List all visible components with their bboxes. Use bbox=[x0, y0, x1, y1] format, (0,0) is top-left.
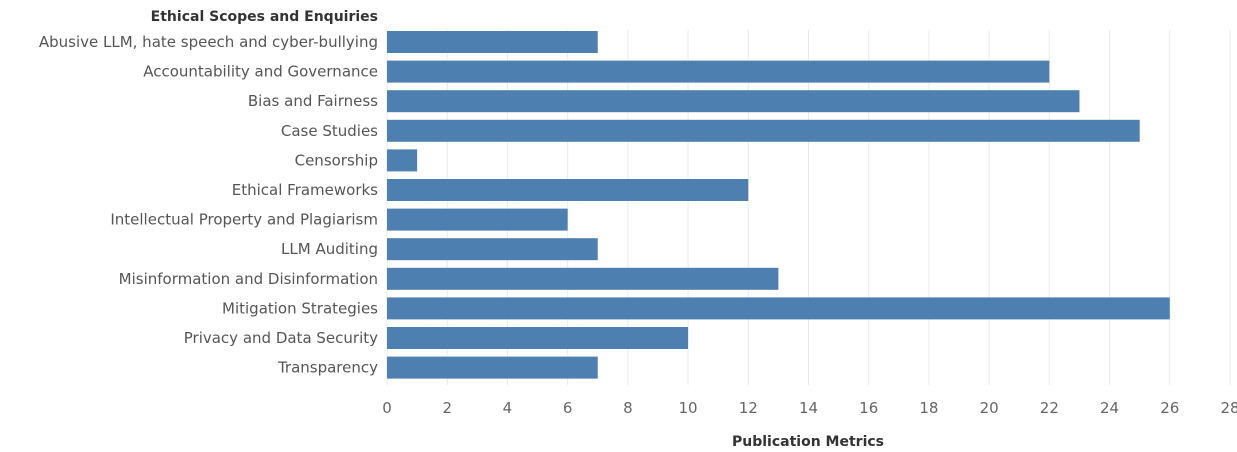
bar bbox=[387, 238, 598, 261]
bar bbox=[387, 179, 749, 201]
category-label: LLM Auditing bbox=[281, 240, 378, 258]
category-labels: Abusive LLM, hate speech and cyber-bully… bbox=[39, 33, 378, 377]
x-tick-label: 4 bbox=[503, 399, 513, 417]
category-label: Ethical Frameworks bbox=[232, 181, 378, 199]
bar bbox=[387, 60, 1050, 83]
bar bbox=[387, 90, 1080, 113]
category-label: Privacy and Data Security bbox=[184, 329, 378, 347]
bar bbox=[387, 297, 1170, 320]
x-tick-label: 16 bbox=[859, 399, 878, 417]
bar bbox=[387, 31, 598, 53]
x-tick-labels: 0 2 4 6 8 10 12 14 16 18 20 22 24 26 28 bbox=[382, 399, 1237, 417]
x-tick-label: 12 bbox=[739, 399, 758, 417]
x-tick-label: 28 bbox=[1220, 399, 1237, 417]
category-label: Censorship bbox=[295, 151, 378, 169]
category-label: Accountability and Governance bbox=[143, 63, 378, 81]
x-tick-label: 24 bbox=[1100, 399, 1119, 417]
bar bbox=[387, 119, 1140, 142]
x-tick-label: 20 bbox=[980, 399, 999, 417]
x-tick-label: 18 bbox=[919, 399, 938, 417]
category-label: Mitigation Strategies bbox=[222, 299, 378, 317]
x-tick-label: 2 bbox=[442, 399, 452, 417]
x-tick-label: 10 bbox=[679, 399, 698, 417]
category-label: Bias and Fairness bbox=[248, 92, 378, 110]
category-label: Case Studies bbox=[281, 122, 378, 140]
gridlines bbox=[386, 30, 1231, 385]
bar bbox=[387, 267, 779, 290]
x-tick-label: 0 bbox=[382, 399, 392, 417]
bar bbox=[387, 208, 568, 231]
category-label: Abusive LLM, hate speech and cyber-bully… bbox=[39, 33, 378, 51]
x-tick-label: 6 bbox=[563, 399, 573, 417]
x-axis-title: Publication Metrics bbox=[732, 434, 884, 450]
bars bbox=[387, 31, 1170, 379]
bar bbox=[387, 327, 689, 349]
x-tick-label: 8 bbox=[623, 399, 633, 417]
x-tick-label: 22 bbox=[1040, 399, 1059, 417]
category-label: Transparency bbox=[277, 359, 378, 377]
y-axis-title: Ethical Scopes and Enquiries bbox=[151, 9, 378, 25]
category-label: Intellectual Property and Plagiarism bbox=[110, 211, 378, 229]
bar bbox=[387, 149, 418, 172]
x-tick-label: 26 bbox=[1160, 399, 1179, 417]
category-label: Misinformation and Disinformation bbox=[119, 270, 378, 288]
bar bbox=[387, 356, 598, 379]
x-tick-label: 14 bbox=[799, 399, 818, 417]
